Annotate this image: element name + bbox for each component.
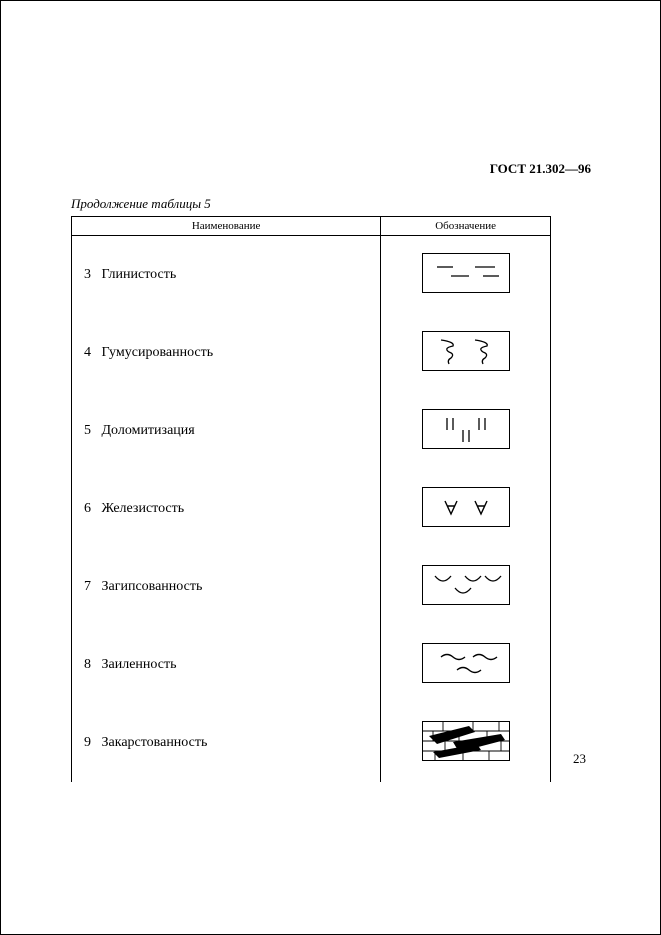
table-caption: Продолжение таблицы 5 — [71, 196, 211, 212]
table-row: 6 Железистость — [72, 470, 551, 548]
cell-symbol — [381, 704, 551, 782]
row-label: Доломитизация — [102, 423, 195, 438]
cell-name: 3 Глинистость — [72, 236, 381, 315]
cell-name: 4 Гумусированность — [72, 314, 381, 392]
cell-symbol — [381, 548, 551, 626]
symbol-gypsum-icon — [422, 565, 510, 605]
symbol-clayey-icon — [422, 253, 510, 293]
row-number: 9 — [84, 735, 98, 751]
cell-symbol — [381, 392, 551, 470]
symbol-dolomite-icon — [422, 409, 510, 449]
cell-name: 6 Железистость — [72, 470, 381, 548]
table-row: 5 Доломитизация — [72, 392, 551, 470]
symbol-karst-icon — [422, 721, 510, 761]
row-number: 7 — [84, 579, 98, 595]
row-label: Заиленность — [102, 657, 177, 672]
symbol-humus-icon — [422, 331, 510, 371]
cell-name: 7 Загипсованность — [72, 548, 381, 626]
col-header-symbol: Обозначение — [381, 217, 551, 236]
table-header-row: Наименование Обозначение — [72, 217, 551, 236]
table-row: 3 Глинистость — [72, 236, 551, 315]
cell-symbol — [381, 314, 551, 392]
row-label: Загипсованность — [102, 579, 203, 594]
document-code: ГОСТ 21.302—96 — [490, 161, 591, 177]
cell-name: 5 Доломитизация — [72, 392, 381, 470]
row-number: 6 — [84, 501, 98, 517]
table-row: 7 Загипсованность — [72, 548, 551, 626]
symbols-table: Наименование Обозначение 3 Глинистость — [71, 216, 551, 782]
row-label: Железистость — [102, 501, 185, 516]
page-number: 23 — [573, 751, 586, 767]
cell-symbol — [381, 470, 551, 548]
row-number: 8 — [84, 657, 98, 673]
col-header-name: Наименование — [72, 217, 381, 236]
table-row: 4 Гумусированность — [72, 314, 551, 392]
table-row: 8 Заиленность — [72, 626, 551, 704]
symbol-ferruginous-icon — [422, 487, 510, 527]
row-label: Закарстованность — [102, 735, 208, 750]
row-label: Глинистость — [102, 267, 177, 282]
cell-symbol — [381, 626, 551, 704]
content-frame: ГОСТ 21.302—96 Продолжение таблицы 5 Наи… — [71, 71, 591, 771]
row-label: Гумусированность — [102, 345, 214, 360]
row-number: 5 — [84, 423, 98, 439]
cell-name: 8 Заиленность — [72, 626, 381, 704]
table-row: 9 Закарстованность — [72, 704, 551, 782]
row-number: 3 — [84, 267, 98, 283]
cell-name: 9 Закарстованность — [72, 704, 381, 782]
cell-symbol — [381, 236, 551, 315]
symbol-silted-icon — [422, 643, 510, 683]
row-number: 4 — [84, 345, 98, 361]
page: ГОСТ 21.302—96 Продолжение таблицы 5 Наи… — [0, 0, 661, 935]
